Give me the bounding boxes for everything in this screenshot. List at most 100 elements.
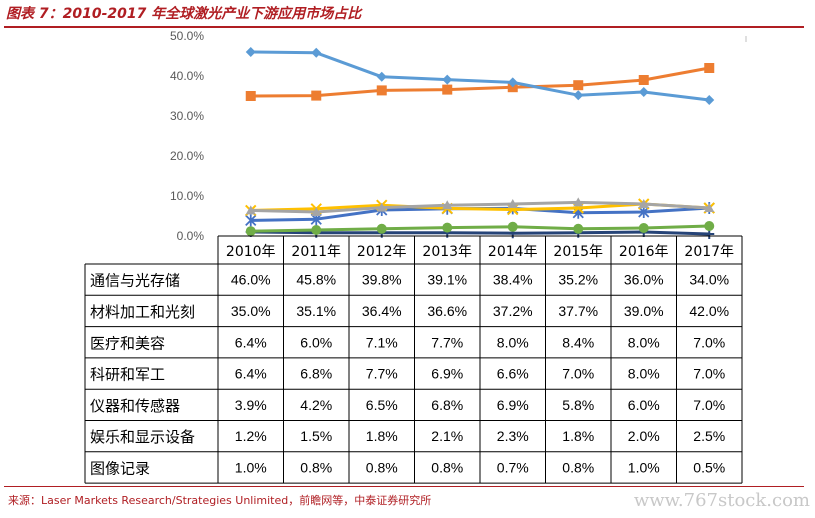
legend-series-name: 医疗和美容: [90, 334, 165, 352]
data-point: [704, 221, 715, 231]
data-value-label: 6.6%: [497, 366, 529, 382]
data-point: [376, 85, 387, 96]
data-point: [507, 199, 518, 208]
chart-title: 图表 7：2010-2017 年全球激光产业下游应用市场占比: [6, 6, 362, 22]
data-point: [376, 202, 387, 212]
series-line: [250, 66, 710, 98]
data-value-label: 2.5%: [693, 428, 725, 444]
data-value-label: 6.8%: [431, 397, 463, 413]
data-value-label: 6.0%: [300, 334, 332, 350]
data-value-label: 7.0%: [562, 366, 594, 382]
data-value-label: 36.4%: [362, 303, 402, 319]
data-point: [573, 90, 584, 101]
data-point: [507, 221, 518, 232]
data-point: [245, 214, 257, 227]
data-point: [638, 75, 649, 85]
y-tick-label: 20.0%: [170, 149, 204, 163]
x-tick-label: 2017年: [684, 244, 734, 260]
data-value-label: 35.2%: [558, 272, 598, 288]
data-point: [638, 223, 649, 233]
data-value-label: 6.9%: [497, 397, 529, 413]
data-value-label: 39.0%: [624, 303, 664, 319]
data-point: [376, 223, 387, 234]
title-divider: [4, 26, 804, 28]
footer-divider: [4, 486, 804, 487]
y-tick-label: 0.0%: [177, 229, 205, 243]
data-value-label: 2.0%: [628, 428, 660, 444]
data-value-label: 2.1%: [431, 428, 463, 444]
data-value-label: 37.7%: [558, 303, 598, 319]
data-point: [442, 74, 453, 85]
data-value-label: 2.3%: [497, 428, 529, 444]
data-value-label: 34.0%: [689, 272, 729, 288]
data-value-label: 0.5%: [693, 459, 725, 475]
data-point: [245, 205, 256, 215]
data-value-label: 39.8%: [362, 272, 402, 288]
x-tick-label: 2013年: [422, 244, 472, 260]
data-point: [442, 200, 453, 210]
data-value-label: 1.8%: [366, 428, 398, 444]
data-value-label: 7.7%: [366, 366, 398, 382]
data-value-label: 5.8%: [562, 397, 594, 413]
data-point: [311, 90, 322, 101]
data-value-label: 37.2%: [493, 303, 533, 319]
data-point: [638, 87, 649, 97]
data-value-label: 6.9%: [431, 366, 463, 382]
data-value-label: 39.1%: [427, 272, 467, 288]
data-value-label: 1.0%: [628, 459, 660, 475]
x-tick-label: 2015年: [553, 244, 603, 260]
data-value-label: 42.0%: [689, 303, 729, 319]
data-value-label: 0.8%: [300, 459, 332, 475]
series-line: [250, 230, 710, 236]
x-tick-label: 2010年: [226, 244, 276, 260]
data-point: [311, 207, 322, 216]
data-value-label: 0.8%: [431, 459, 463, 475]
data-value-label: 35.1%: [296, 303, 336, 319]
data-value-label: 7.1%: [366, 334, 398, 350]
data-point: [704, 203, 715, 212]
data-point: [311, 225, 322, 235]
x-tick-label: 2014年: [488, 244, 538, 260]
y-tick-label: 10.0%: [170, 189, 204, 203]
data-point: [442, 222, 453, 233]
y-tick-label: 40.0%: [170, 69, 204, 83]
data-point: [573, 80, 584, 91]
data-value-label: 0.8%: [562, 459, 594, 475]
data-value-label: 1.0%: [235, 459, 267, 475]
series-line: [250, 200, 710, 214]
y-tick-label: 50.0%: [170, 29, 204, 43]
legend-series-name: 仪器和传感器: [90, 397, 180, 415]
legend-series-name: 娱乐和显示设备: [90, 428, 195, 446]
data-value-label: 4.2%: [300, 397, 332, 413]
data-point: [507, 77, 518, 88]
legend-series-name: 图像记录: [90, 459, 150, 477]
data-point: [245, 91, 256, 101]
data-value-label: 7.0%: [693, 334, 725, 350]
data-value-label: 35.0%: [231, 303, 271, 319]
data-value-label: 6.4%: [235, 366, 267, 382]
data-value-label: 38.4%: [493, 272, 533, 288]
data-point: [311, 47, 322, 58]
data-value-label: 36.6%: [427, 303, 467, 319]
data-value-label: 6.8%: [300, 366, 332, 382]
data-value-label: 7.0%: [693, 397, 725, 413]
data-point: [245, 47, 256, 57]
data-value-label: 3.9%: [235, 397, 267, 413]
data-point: [704, 63, 715, 73]
data-value-label: 0.8%: [366, 459, 398, 475]
data-value-label: 46.0%: [231, 272, 271, 288]
series-line: [250, 50, 710, 102]
source-note: 来源：Laser Markets Research/Strategies Unl…: [8, 494, 432, 507]
data-value-label: 1.2%: [235, 428, 267, 444]
y-tick-label: 30.0%: [170, 109, 204, 123]
data-value-label: 6.4%: [235, 334, 267, 350]
data-value-label: 8.0%: [628, 366, 660, 382]
data-point: [573, 197, 584, 207]
data-value-label: 1.5%: [300, 428, 332, 444]
watermark: www.767stock.com: [633, 490, 810, 511]
legend-series-name: 科研和军工: [90, 366, 165, 384]
x-tick-label: 2012年: [357, 244, 407, 260]
data-value-label: 6.5%: [366, 397, 398, 413]
data-value-label: 45.8%: [296, 272, 336, 288]
data-value-label: 8.0%: [497, 334, 529, 350]
